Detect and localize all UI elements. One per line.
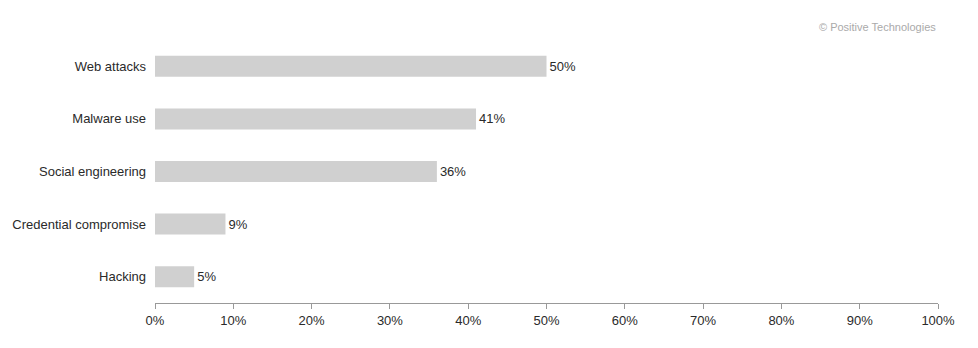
svg-text:36%: 36% (440, 164, 466, 179)
svg-text:60%: 60% (612, 313, 638, 328)
svg-text:80%: 80% (768, 313, 794, 328)
svg-text:Hacking: Hacking (99, 269, 146, 284)
svg-text:Web attacks: Web attacks (75, 59, 147, 74)
svg-text:30%: 30% (377, 313, 403, 328)
svg-text:50%: 50% (533, 313, 559, 328)
svg-text:Credential compromise: Credential compromise (12, 217, 146, 232)
svg-text:40%: 40% (455, 313, 481, 328)
svg-text:10%: 10% (220, 313, 246, 328)
svg-text:Social engineering: Social engineering (39, 164, 146, 179)
svg-text:5%: 5% (197, 269, 216, 284)
svg-text:70%: 70% (690, 313, 716, 328)
svg-text:0%: 0% (146, 313, 165, 328)
svg-text:100%: 100% (921, 313, 955, 328)
svg-text:© Positive Technologies: © Positive Technologies (819, 21, 936, 33)
svg-text:90%: 90% (847, 313, 873, 328)
svg-text:20%: 20% (299, 313, 325, 328)
svg-text:Malware use: Malware use (72, 111, 146, 126)
svg-text:41%: 41% (479, 111, 505, 126)
svg-text:9%: 9% (228, 217, 247, 232)
svg-text:50%: 50% (550, 59, 576, 74)
